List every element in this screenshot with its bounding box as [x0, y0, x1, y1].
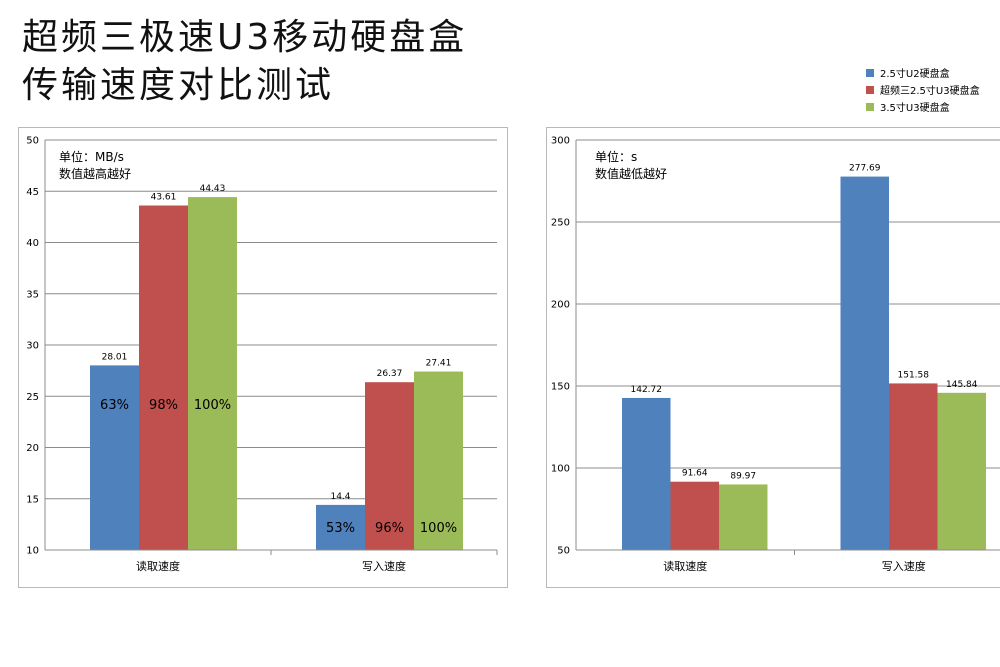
time-unit-line: 单位：s	[595, 150, 638, 164]
time-chart-data-label: 145.84	[946, 380, 978, 390]
speed-chart-y-tick-label: 35	[26, 289, 39, 300]
time-chart-bar	[937, 392, 986, 550]
speed-chart-category-label: 读取速度	[136, 559, 180, 573]
speed-chart-share-label: 53%	[326, 521, 355, 536]
time-chart-bar	[840, 176, 889, 550]
speed-chart-bar	[414, 371, 463, 550]
page-title-line-1: 超频三极速U3移动硬盘盒	[22, 17, 468, 58]
legend-label-1: 2.5寸U2硬盘盒	[880, 69, 950, 80]
speed-chart-y-tick-label: 40	[26, 238, 39, 249]
speed-chart-bar	[316, 504, 365, 550]
speed-chart-share-label: 63%	[100, 398, 129, 413]
speed-chart-bar	[188, 197, 237, 550]
legend-item-3: 3.5寸U3硬盘盒	[866, 98, 980, 115]
legend-swatch-2	[866, 85, 874, 94]
time-chart-bar	[719, 484, 768, 550]
page-title-line-2: 传输速度对比测试	[22, 65, 335, 106]
speed-chart-data-label: 44.43	[200, 184, 226, 194]
speed-chart-y-tick-label: 50	[26, 136, 39, 147]
time-unit-note: 单位：s 数值越低越好	[595, 149, 667, 183]
legend-swatch-1	[866, 68, 874, 77]
time-chart-category-label: 读取速度	[663, 559, 707, 573]
legend-item-2: 超频三2.5寸U3硬盘盒	[866, 81, 980, 98]
time-chart-y-tick-label: 50	[557, 546, 570, 557]
speed-chart-share-label: 100%	[194, 398, 231, 413]
time-chart-data-label: 277.69	[849, 164, 881, 174]
time-chart-data-label: 142.72	[631, 385, 663, 395]
legend-label-3: 3.5寸U3硬盘盒	[880, 103, 950, 114]
time-chart-bar	[889, 383, 938, 550]
speed-hint-line: 数值越高越好	[59, 167, 132, 181]
speed-chart-y-tick-label: 30	[26, 341, 39, 352]
speed-chart-data-label: 14.4	[330, 492, 350, 502]
speed-chart-share-label: 100%	[420, 521, 457, 536]
speed-chart-bar	[90, 365, 139, 550]
speed-chart-category-label: 写入速度	[362, 559, 406, 573]
legend-item-1: 2.5寸U2硬盘盒	[866, 64, 980, 81]
speed-chart-data-label: 26.37	[377, 369, 403, 379]
speed-chart: 10 15 20 25 30 35 40 45 50 28.01 63% 43.61 98% 44.43 1…	[18, 127, 508, 588]
time-chart-data-label: 91.64	[682, 469, 708, 479]
legend-swatch-3	[866, 102, 874, 111]
time-chart-data-label: 89.97	[730, 471, 756, 481]
speed-chart-y-tick-label: 45	[26, 187, 39, 198]
speed-unit-line: 单位：MB/s	[59, 150, 124, 164]
speed-chart-data-label: 43.61	[151, 192, 177, 202]
time-chart-y-tick-label: 150	[551, 382, 570, 393]
speed-chart-y-tick-label: 15	[26, 494, 39, 505]
speed-chart-svg: 10 15 20 25 30 35 40 45 50 28.01 63% 43.61 98% 44.43 1…	[26, 136, 498, 573]
legend: 2.5寸U2硬盘盒 超频三2.5寸U3硬盘盒 3.5寸U3硬盘盒	[866, 64, 980, 115]
time-chart-bar	[622, 397, 671, 550]
time-hint-line: 数值越低越好	[595, 167, 668, 181]
speed-chart-y-tick-label: 25	[26, 392, 39, 403]
speed-chart-y-tick-label: 20	[26, 443, 39, 454]
time-chart-data-label: 151.58	[898, 370, 930, 380]
speed-chart-data-label: 28.01	[102, 352, 128, 362]
speed-unit-note: 单位：MB/s 数值越高越好	[59, 149, 131, 183]
time-chart-y-tick-label: 250	[551, 218, 570, 229]
speed-chart-share-label: 96%	[375, 521, 404, 536]
time-chart-category-label: 写入速度	[882, 559, 926, 573]
time-chart-y-tick-label: 200	[551, 300, 570, 311]
legend-label-2: 超频三2.5寸U3硬盘盒	[880, 86, 980, 97]
time-chart-y-tick-label: 100	[551, 464, 570, 475]
speed-chart-y-tick-label: 10	[26, 546, 39, 557]
time-chart-y-tick-label: 300	[551, 136, 570, 147]
speed-chart-data-label: 27.41	[426, 359, 452, 369]
time-chart-svg: 50 100 150 200 250 300 142.72 91.64 89.97 读取速度 277…	[551, 136, 1000, 573]
time-chart: 50 100 150 200 250 300 142.72 91.64 89.97 读取速度 277…	[546, 127, 1000, 588]
speed-chart-bar	[139, 205, 188, 550]
time-chart-bar	[670, 481, 719, 550]
speed-chart-bar	[365, 382, 414, 550]
speed-chart-share-label: 98%	[149, 398, 178, 413]
